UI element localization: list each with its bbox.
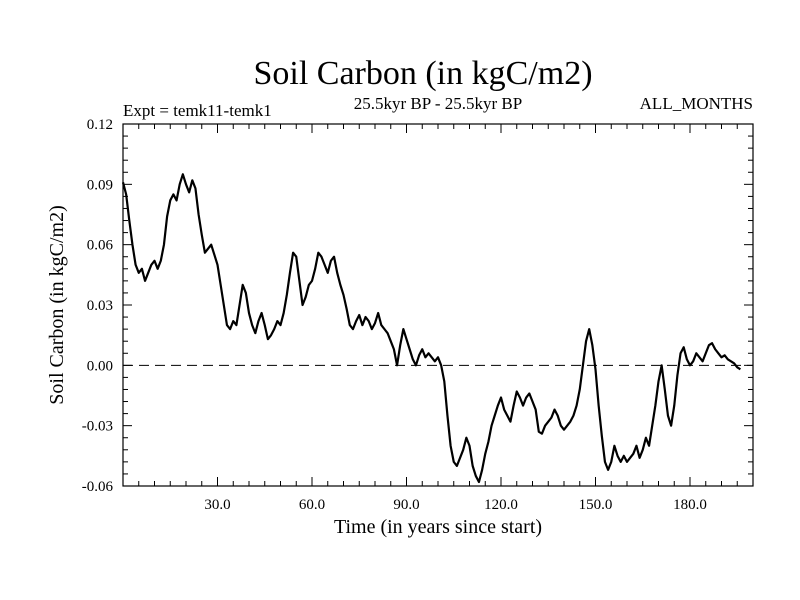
y-axis-label: Soil Carbon (in kgC/m2) xyxy=(46,205,68,404)
y-tick-label: -0.03 xyxy=(82,419,113,435)
x-tick-label: 60.0 xyxy=(299,497,325,513)
x-tick-label: 120.0 xyxy=(484,497,518,513)
y-tick-label: 0.06 xyxy=(87,238,114,254)
y-tick-label: 0.00 xyxy=(87,358,113,374)
chart-title: Soil Carbon (in kgC/m2) xyxy=(253,55,592,92)
y-tick-label: 0.09 xyxy=(87,177,113,193)
chart-subtitle-center: 25.5kyr BP - 25.5kyr BP xyxy=(354,94,522,113)
x-tick-label: 30.0 xyxy=(204,497,230,513)
chart-subtitle-left: Expt = temk11-temk1 xyxy=(123,101,272,120)
y-tick-label: 0.03 xyxy=(87,298,113,314)
x-tick-label: 150.0 xyxy=(579,497,613,513)
x-axis-label: Time (in years since start) xyxy=(334,516,542,538)
y-tick-label: 0.12 xyxy=(87,117,113,133)
chart-subtitle-right: ALL_MONTHS xyxy=(640,94,753,113)
y-tick-label: -0.06 xyxy=(82,479,114,495)
series-line-temk11-temk1 xyxy=(121,173,741,484)
plot-frame xyxy=(122,123,754,487)
x-tick-label: 90.0 xyxy=(393,497,419,513)
x-tick-label: 180.0 xyxy=(673,497,707,513)
